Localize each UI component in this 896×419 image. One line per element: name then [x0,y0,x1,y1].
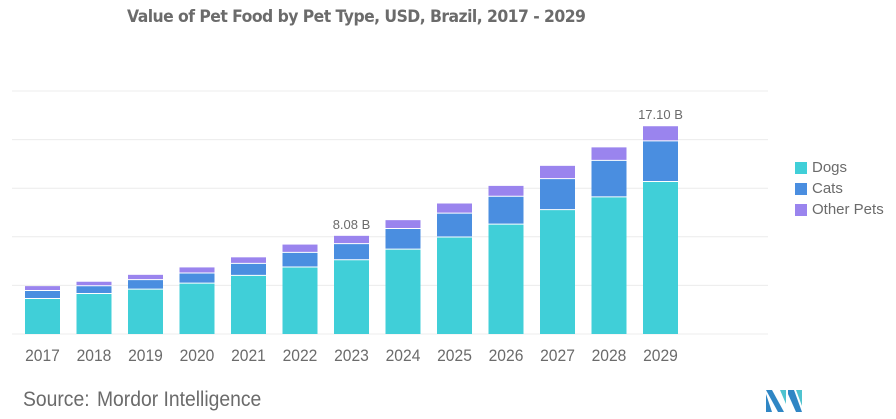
bar-dogs [385,249,421,334]
bar-dogs [334,259,369,334]
bar-dogs [282,267,318,334]
bar-cats [591,160,627,197]
bar-dogs [128,289,163,334]
bar-dogs [643,181,678,334]
bar-cats [76,285,112,294]
chart-title: Value of Pet Food by Pet Type, USD, Braz… [127,7,586,27]
source-name: Mordor Intelligence [96,388,262,411]
source-label: Source: [23,388,90,411]
bar-other-pets [437,203,472,214]
bar-cats [179,273,215,284]
legend-label: Cats [812,180,843,197]
x-tick-label: 2026 [489,346,524,365]
bar-other-pets [231,257,266,264]
bar-other-pets [128,274,163,280]
bar-other-pets [25,286,60,291]
bar-other-pets [488,185,524,197]
x-tick-label: 2020 [180,346,215,365]
bar-dogs [179,283,215,334]
legend-item: Dogs [795,157,884,178]
bar-cats [385,228,421,250]
bar-cats [540,178,575,210]
x-tick-label: 2022 [283,346,318,365]
x-tick-label: 2017 [25,346,60,365]
x-tick-label: 2028 [592,346,627,365]
bar-other-pets [643,126,678,141]
x-tick-label: 2027 [540,346,575,365]
legend-label: Other Pets [812,201,884,218]
data-label: 8.08 B [333,217,371,232]
x-tick-label: 2024 [386,346,421,365]
bar-cats [128,279,163,290]
bar-other-pets [385,220,421,229]
legend-label: Dogs [812,159,848,176]
bar-other-pets [334,235,369,244]
x-tick-label: 2021 [231,346,266,365]
legend-swatch [795,203,807,216]
bar-dogs [76,293,112,334]
bar-dogs [231,275,266,334]
bar-cats [643,140,678,182]
bar-cats [25,290,60,299]
bar-cats [488,196,524,225]
mordor-intelligence-logo-icon [766,390,802,412]
data-label: 17.10 B [638,107,683,122]
x-tick-label: 2018 [77,346,112,365]
bar-cats [282,252,318,268]
legend-swatch [795,182,807,195]
legend-item: Other Pets [795,199,884,220]
x-tick-label: 2029 [643,346,678,365]
bar-cats [334,243,369,260]
bar-other-pets [591,147,627,161]
bar-other-pets [179,267,215,274]
bar-dogs [591,196,627,334]
legend: Dogs Cats Other Pets [795,157,884,220]
bar-other-pets [76,281,112,286]
bar-other-pets [282,244,318,253]
x-tick-label: 2023 [334,346,369,365]
bar-dogs [540,209,575,334]
x-tick-label: 2019 [128,346,163,365]
bar-dogs [25,298,60,334]
legend-item: Cats [795,178,884,199]
bar-cats [437,213,472,238]
x-tick-label: 2025 [437,346,472,365]
legend-swatch [795,161,807,174]
bar-cats [231,263,266,276]
bar-dogs [488,224,524,334]
bar-dogs [437,237,472,334]
source-line: Source: Mordor Intelligence [23,388,261,412]
bar-other-pets [540,165,575,179]
stacked-bar-chart: 2017 2018 2019 2020 2021 2022 2023 2024 2025 2026… [12,90,768,365]
